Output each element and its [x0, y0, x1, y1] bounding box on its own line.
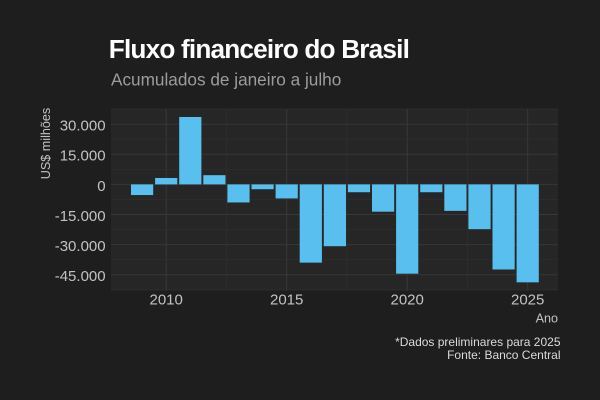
svg-text:30.000: 30.000 — [60, 118, 106, 135]
svg-text:-15.000: -15.000 — [55, 208, 106, 225]
svg-text:Acumulados de janeiro a julho: Acumulados de janeiro a julho — [111, 69, 341, 89]
svg-text:US$ milhões: US$ milhões — [39, 108, 53, 179]
svg-text:2015: 2015 — [270, 292, 303, 309]
svg-text:Ano: Ano — [536, 312, 558, 326]
svg-text:-45.000: -45.000 — [55, 268, 106, 285]
svg-text:0: 0 — [97, 178, 105, 195]
svg-text:2025: 2025 — [511, 292, 544, 309]
svg-text:2020: 2020 — [391, 292, 424, 309]
svg-text:-30.000: -30.000 — [55, 238, 106, 255]
svg-text:*Dados preliminares para 2025: *Dados preliminares para 2025 — [395, 335, 561, 349]
svg-text:Fluxo financeiro do Brasil: Fluxo financeiro do Brasil — [109, 34, 409, 64]
svg-text:2010: 2010 — [150, 292, 183, 309]
svg-text:Fonte: Banco Central: Fonte: Banco Central — [447, 348, 560, 362]
svg-text:15.000: 15.000 — [60, 148, 106, 165]
